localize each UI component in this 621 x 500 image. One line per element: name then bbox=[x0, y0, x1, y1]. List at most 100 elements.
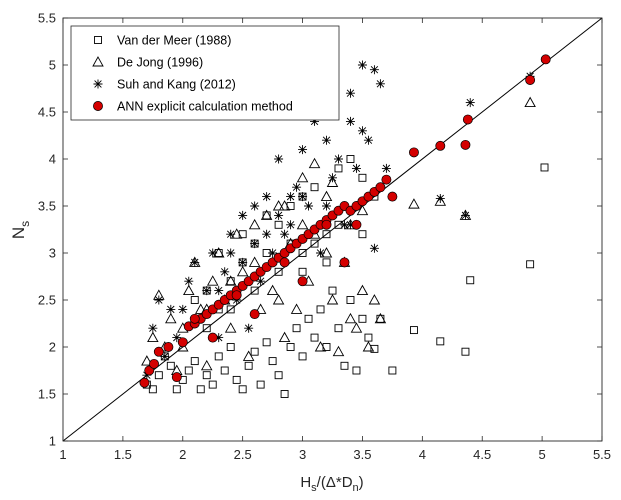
data-point-triangle bbox=[326, 294, 339, 305]
data-point-asterisk bbox=[351, 163, 361, 173]
data-point-circle bbox=[351, 219, 362, 230]
data-point-triangle bbox=[266, 284, 279, 296]
data-point-triangle bbox=[230, 228, 243, 239]
legend: Van der Meer (1988) De Jong (1996) Suh and… bbox=[70, 25, 340, 121]
data-point-asterisk bbox=[375, 79, 385, 89]
y-tick-label: 2.5 bbox=[38, 293, 56, 308]
data-point-circle bbox=[408, 147, 419, 158]
data-point-asterisk bbox=[322, 135, 332, 145]
data-point-triangle bbox=[278, 200, 291, 211]
data-point-square bbox=[190, 296, 199, 304]
data-point-asterisk bbox=[148, 323, 158, 333]
series-1-triangle bbox=[141, 96, 536, 375]
data-point-triangle bbox=[194, 303, 207, 314]
data-point-triangle bbox=[296, 218, 309, 230]
legend-label: De Jong (1996) bbox=[117, 56, 203, 70]
data-point-triangle bbox=[326, 176, 339, 187]
data-point-square bbox=[268, 357, 277, 366]
data-point-circle bbox=[207, 332, 218, 343]
data-point-square bbox=[466, 276, 475, 285]
data-point-triangle bbox=[524, 96, 536, 108]
data-point-asterisk bbox=[244, 323, 254, 333]
data-point-square bbox=[358, 314, 367, 323]
data-point-triangle bbox=[350, 322, 363, 333]
data-point-square bbox=[322, 258, 331, 267]
y-axis-label-sub: s bbox=[18, 221, 32, 227]
data-point-asterisk bbox=[214, 333, 224, 343]
x-tick-label: 3 bbox=[299, 447, 306, 462]
data-point-asterisk bbox=[238, 210, 248, 220]
data-point-square bbox=[298, 352, 307, 361]
x-axis-label-end: ) bbox=[359, 474, 364, 491]
legend-marker-square bbox=[94, 36, 102, 44]
data-point-asterisk bbox=[333, 154, 343, 164]
data-point-triangle bbox=[356, 284, 369, 296]
data-point-triangle bbox=[290, 303, 303, 314]
data-point-circle bbox=[153, 346, 164, 357]
data-point-asterisk bbox=[250, 239, 260, 249]
data-point-square bbox=[238, 385, 247, 394]
data-point-triangle bbox=[408, 198, 420, 209]
data-point-triangle bbox=[356, 204, 369, 216]
data-point-square bbox=[226, 277, 235, 286]
x-tick-label: 4 bbox=[419, 447, 426, 462]
data-point-square bbox=[226, 343, 235, 351]
data-point-square bbox=[352, 366, 361, 375]
data-point-square bbox=[196, 385, 205, 394]
data-point-square bbox=[292, 324, 301, 333]
series-2-asterisk bbox=[142, 60, 535, 380]
data-point-square bbox=[316, 305, 325, 314]
data-point-square bbox=[286, 343, 295, 351]
data-point-triangle bbox=[206, 275, 219, 286]
legend-entry: ANN explicit calculation method bbox=[93, 100, 293, 114]
data-point-asterisk bbox=[286, 220, 296, 230]
data-point-triangle bbox=[362, 341, 375, 352]
legend-label: ANN explicit calculation method bbox=[117, 100, 293, 114]
data-point-circle bbox=[249, 309, 260, 320]
data-point-square bbox=[274, 371, 283, 380]
data-point-triangle bbox=[165, 312, 177, 324]
data-point-square bbox=[376, 314, 385, 323]
y-axis-label-base: N bbox=[9, 227, 28, 239]
data-point-square bbox=[358, 230, 367, 239]
x-axis-label: Hs/(Δ*Dn) bbox=[300, 474, 363, 494]
data-point-asterisk bbox=[280, 229, 290, 239]
data-point-asterisk bbox=[142, 370, 152, 380]
axes-frame bbox=[62, 17, 603, 442]
legend-marker-asterisk bbox=[93, 79, 103, 89]
data-point-circle bbox=[144, 365, 155, 376]
data-point-asterisk bbox=[339, 220, 349, 230]
data-point-square bbox=[256, 380, 265, 389]
data-point-asterisk bbox=[274, 210, 284, 220]
data-point-circle bbox=[375, 182, 386, 193]
x-tick-label: 1.5 bbox=[114, 447, 132, 462]
legend-label: Suh and Kang (2012) bbox=[117, 78, 236, 92]
y-tick-label: 4.5 bbox=[38, 105, 56, 120]
data-point-square bbox=[540, 163, 549, 172]
data-point-circle bbox=[139, 377, 150, 388]
data-point-square bbox=[436, 337, 445, 346]
data-point-asterisk bbox=[460, 210, 470, 220]
data-point-square bbox=[280, 390, 289, 398]
data-point-circle bbox=[189, 313, 200, 324]
data-point-asterisk bbox=[304, 201, 314, 211]
data-point-asterisk bbox=[298, 145, 308, 155]
data-point-asterisk bbox=[160, 351, 170, 361]
data-point-asterisk bbox=[184, 276, 194, 286]
data-point-square bbox=[346, 155, 355, 163]
data-point-square bbox=[172, 385, 181, 394]
data-point-square bbox=[220, 366, 229, 375]
data-point-circle bbox=[231, 290, 242, 301]
data-point-circle bbox=[460, 139, 471, 150]
data-point-triangle bbox=[254, 303, 267, 314]
data-point-triangle bbox=[320, 247, 333, 258]
data-point-square bbox=[250, 347, 259, 356]
data-point-triangle bbox=[314, 341, 327, 352]
legend-entry: De Jong (1996) bbox=[92, 56, 203, 70]
data-point-square bbox=[262, 338, 271, 347]
data-point-asterisk bbox=[435, 193, 445, 203]
data-point-asterisk bbox=[328, 173, 337, 183]
data-point-asterisk bbox=[381, 163, 391, 173]
data-point-asterisk bbox=[357, 126, 367, 136]
